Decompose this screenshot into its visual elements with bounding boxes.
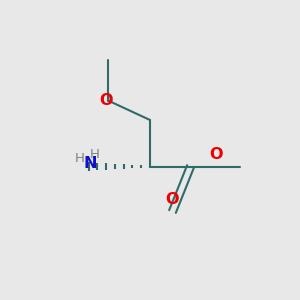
Text: H: H	[90, 148, 99, 161]
Text: H: H	[75, 152, 84, 166]
Text: O: O	[100, 93, 113, 108]
Text: N: N	[83, 156, 97, 171]
Text: O: O	[209, 147, 223, 162]
Text: O: O	[166, 192, 179, 207]
